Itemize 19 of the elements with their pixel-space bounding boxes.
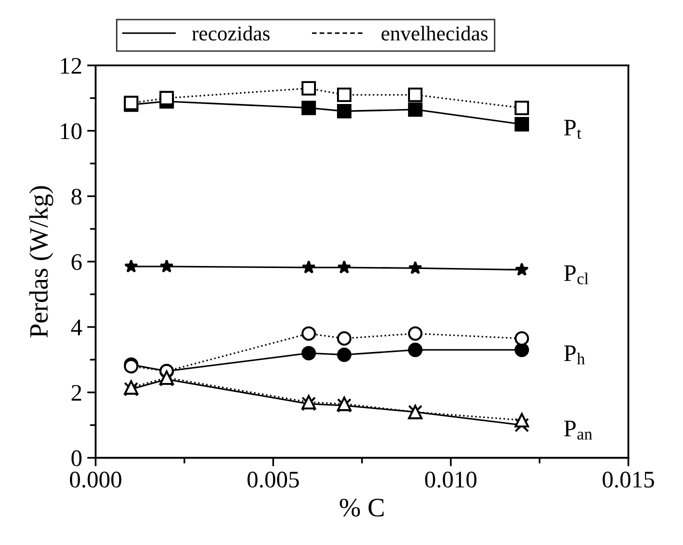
legend-label: envelhecidas bbox=[382, 26, 488, 41]
x-tick-label: 0.000 bbox=[70, 472, 122, 488]
x-axis-title: % C bbox=[340, 498, 384, 517]
annotation: P$_{h}$ bbox=[564, 346, 585, 364]
x-tick-label: 0.015 bbox=[602, 472, 654, 488]
y-tick-label: 0 bbox=[72, 450, 82, 466]
y-tick-label: 12 bbox=[60, 58, 82, 74]
legend-label: recozidas bbox=[192, 26, 270, 41]
y-tick-label: 6 bbox=[72, 254, 82, 270]
x-tick-label: 0.005 bbox=[248, 472, 299, 488]
y-tick-label: 2 bbox=[72, 384, 82, 401]
annotation: P$_{cl}$ bbox=[564, 265, 588, 284]
annotation: P$_{an}$ bbox=[564, 420, 592, 440]
x-tick-label: 0.010 bbox=[425, 472, 476, 488]
annotation: P$_{t}$ bbox=[564, 120, 582, 139]
y-tick-label: 4 bbox=[71, 320, 82, 336]
y-tick-label: 8 bbox=[72, 188, 82, 205]
y-tick-label: 10 bbox=[60, 123, 82, 140]
y-axis-title: Perdas (W/kg) bbox=[29, 186, 54, 338]
